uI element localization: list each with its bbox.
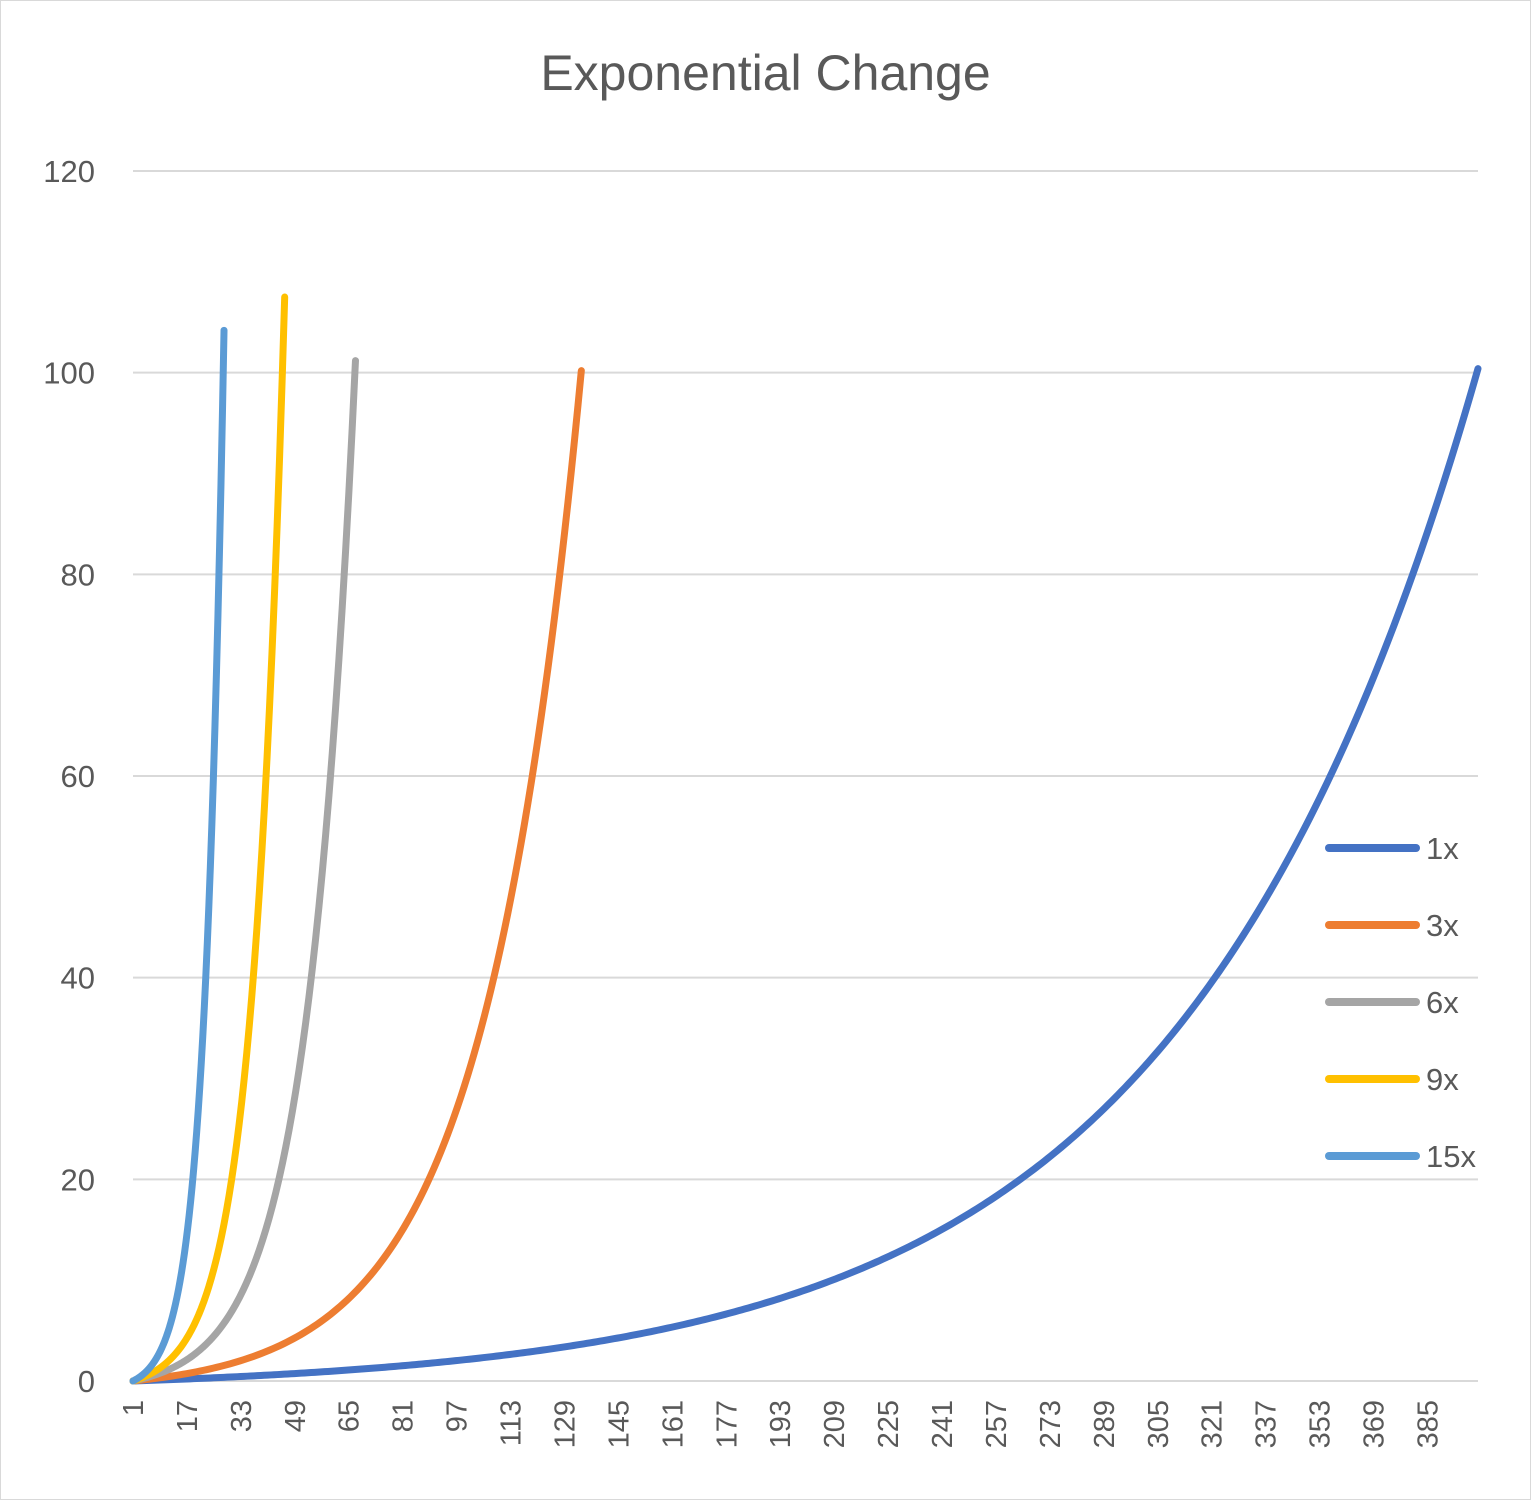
y-tick-label: 100 (43, 356, 95, 391)
x-tick-label: 241 (927, 1400, 959, 1448)
x-tick-label: 97 (442, 1400, 474, 1432)
x-tick-label: 49 (280, 1400, 312, 1432)
series-line-6x (129, 357, 359, 1385)
y-tick-label: 40 (61, 961, 95, 996)
x-tick-label: 193 (765, 1400, 797, 1448)
x-tick-label: 337 (1251, 1400, 1283, 1448)
x-tick-label: 225 (873, 1400, 905, 1448)
series-line-3x (129, 367, 585, 1385)
x-tick-label: 177 (711, 1400, 743, 1448)
x-tick-label: 305 (1143, 1400, 1175, 1448)
x-tick-label: 257 (981, 1400, 1013, 1448)
x-tick-label: 81 (388, 1400, 420, 1432)
x-tick-label: 369 (1359, 1400, 1391, 1448)
x-tick-label: 145 (603, 1400, 635, 1448)
x-tick-label: 33 (226, 1400, 258, 1432)
legend-label: 3x (1426, 908, 1459, 943)
legend-label: 9x (1426, 1062, 1459, 1097)
x-tick-label: 113 (496, 1400, 528, 1446)
legend-label: 6x (1426, 985, 1459, 1020)
x-tick-label: 385 (1412, 1400, 1444, 1448)
y-tick-label: 120 (43, 154, 95, 189)
x-tick-label: 161 (657, 1400, 689, 1448)
legend-label: 1x (1426, 831, 1459, 866)
x-tick-label: 1 (118, 1400, 150, 1416)
y-tick-label: 60 (61, 759, 95, 794)
y-tick-label: 0 (78, 1364, 95, 1399)
x-tick-label: 273 (1035, 1400, 1067, 1448)
x-tick-label: 17 (172, 1400, 204, 1432)
chart-title: Exponential Change (540, 45, 991, 101)
x-tick-label: 209 (819, 1400, 851, 1448)
series-line-1x (129, 365, 1482, 1385)
y-tick-label: 80 (61, 557, 95, 592)
series-line-15x (129, 326, 228, 1385)
x-tick-label: 321 (1197, 1400, 1229, 1448)
legend-label: 15x (1426, 1139, 1476, 1174)
x-tick-label: 353 (1305, 1400, 1337, 1448)
x-tick-label: 289 (1089, 1400, 1121, 1448)
series-line-9x (129, 293, 289, 1385)
x-tick-label: 129 (549, 1400, 581, 1448)
x-tick-label: 65 (334, 1400, 366, 1432)
y-tick-label: 20 (61, 1162, 95, 1197)
